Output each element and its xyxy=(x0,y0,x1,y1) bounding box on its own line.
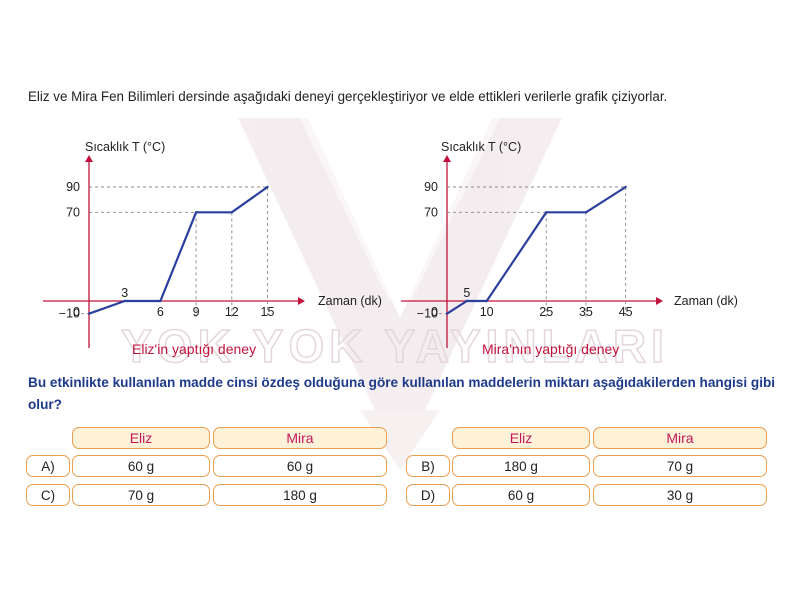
option-a-label[interactable]: A) xyxy=(26,455,70,477)
data-point xyxy=(230,211,233,214)
x-tick-label: 45 xyxy=(619,305,633,319)
chart-caption: Eliz'in yaptığı deney xyxy=(132,341,256,357)
header-eliz: Eliz xyxy=(72,427,210,449)
x-tick-label: 12 xyxy=(225,305,239,319)
data-line xyxy=(446,186,627,315)
option-a-mira[interactable]: 60 g xyxy=(213,455,387,477)
y-axis-label: Sıcaklık T (°C) xyxy=(85,140,165,154)
y-axis-arrow xyxy=(85,155,93,162)
data-point xyxy=(584,211,588,214)
data-point xyxy=(266,185,269,189)
option-c-label[interactable]: C) xyxy=(26,484,70,506)
data-point xyxy=(87,312,91,315)
x-tick-label: 9 xyxy=(193,305,200,319)
data-point xyxy=(624,185,627,189)
header-eliz-right: Eliz xyxy=(452,427,590,449)
option-d-eliz[interactable]: 60 g xyxy=(452,484,590,506)
y-tick-label: 70 xyxy=(424,205,438,219)
y-tick-label: 90 xyxy=(424,180,438,194)
y-tick-label: 70 xyxy=(66,205,80,219)
chart-caption: Mira'nın yaptığı deney xyxy=(482,341,619,357)
x-tick-label: 35 xyxy=(579,305,593,319)
y-tick-label: 90 xyxy=(66,180,80,194)
question-text: Bu etkinlikte kullanılan madde cinsi özd… xyxy=(28,375,776,412)
x-tick-label: 5 xyxy=(463,286,470,300)
option-d-label[interactable]: D) xyxy=(406,484,450,506)
origin-label: 0 xyxy=(73,305,80,319)
header-mira: Mira xyxy=(213,427,387,449)
data-point xyxy=(485,299,488,303)
data-point xyxy=(445,312,449,315)
x-tick-label: 15 xyxy=(261,305,275,319)
intro-text: Eliz ve Mira Fen Bilimleri dersinde aşağ… xyxy=(28,89,668,104)
option-c-eliz[interactable]: 70 g xyxy=(72,484,210,506)
eliz-graph: Sıcaklık T (°C) Zaman (dk) Eliz'in yaptı… xyxy=(43,140,382,357)
option-b-label[interactable]: B) xyxy=(406,455,450,477)
option-b-eliz[interactable]: 180 g xyxy=(452,455,590,477)
option-c-mira[interactable]: 180 g xyxy=(213,484,387,506)
x-axis-arrow xyxy=(298,297,305,305)
x-axis-label: Zaman (dk) xyxy=(318,294,382,308)
header-mira-right: Mira xyxy=(593,427,767,449)
data-point xyxy=(159,299,162,303)
data-line xyxy=(88,186,269,315)
data-point xyxy=(465,299,469,303)
y-axis-label: Sıcaklık T (°C) xyxy=(441,140,521,154)
data-point xyxy=(545,211,548,214)
x-tick-label: 25 xyxy=(539,305,553,319)
x-axis-arrow xyxy=(656,297,663,305)
data-point xyxy=(123,299,126,303)
option-d-mira[interactable]: 30 g xyxy=(593,484,767,506)
y-tick-label: −10 xyxy=(417,307,438,321)
x-tick-label: 10 xyxy=(480,305,494,319)
mira-graph: Sıcaklık T (°C) Zaman (dk) Mira'nın yapt… xyxy=(401,140,738,357)
x-tick-label: 6 xyxy=(157,305,164,319)
x-axis-label: Zaman (dk) xyxy=(674,294,738,308)
option-b-mira[interactable]: 70 g xyxy=(593,455,767,477)
option-a-eliz[interactable]: 60 g xyxy=(72,455,210,477)
origin-label: 0 xyxy=(431,305,438,319)
y-tick-label: −10 xyxy=(59,307,80,321)
y-axis-arrow xyxy=(443,155,451,162)
x-tick-label: 3 xyxy=(121,286,128,300)
data-point xyxy=(194,211,198,214)
